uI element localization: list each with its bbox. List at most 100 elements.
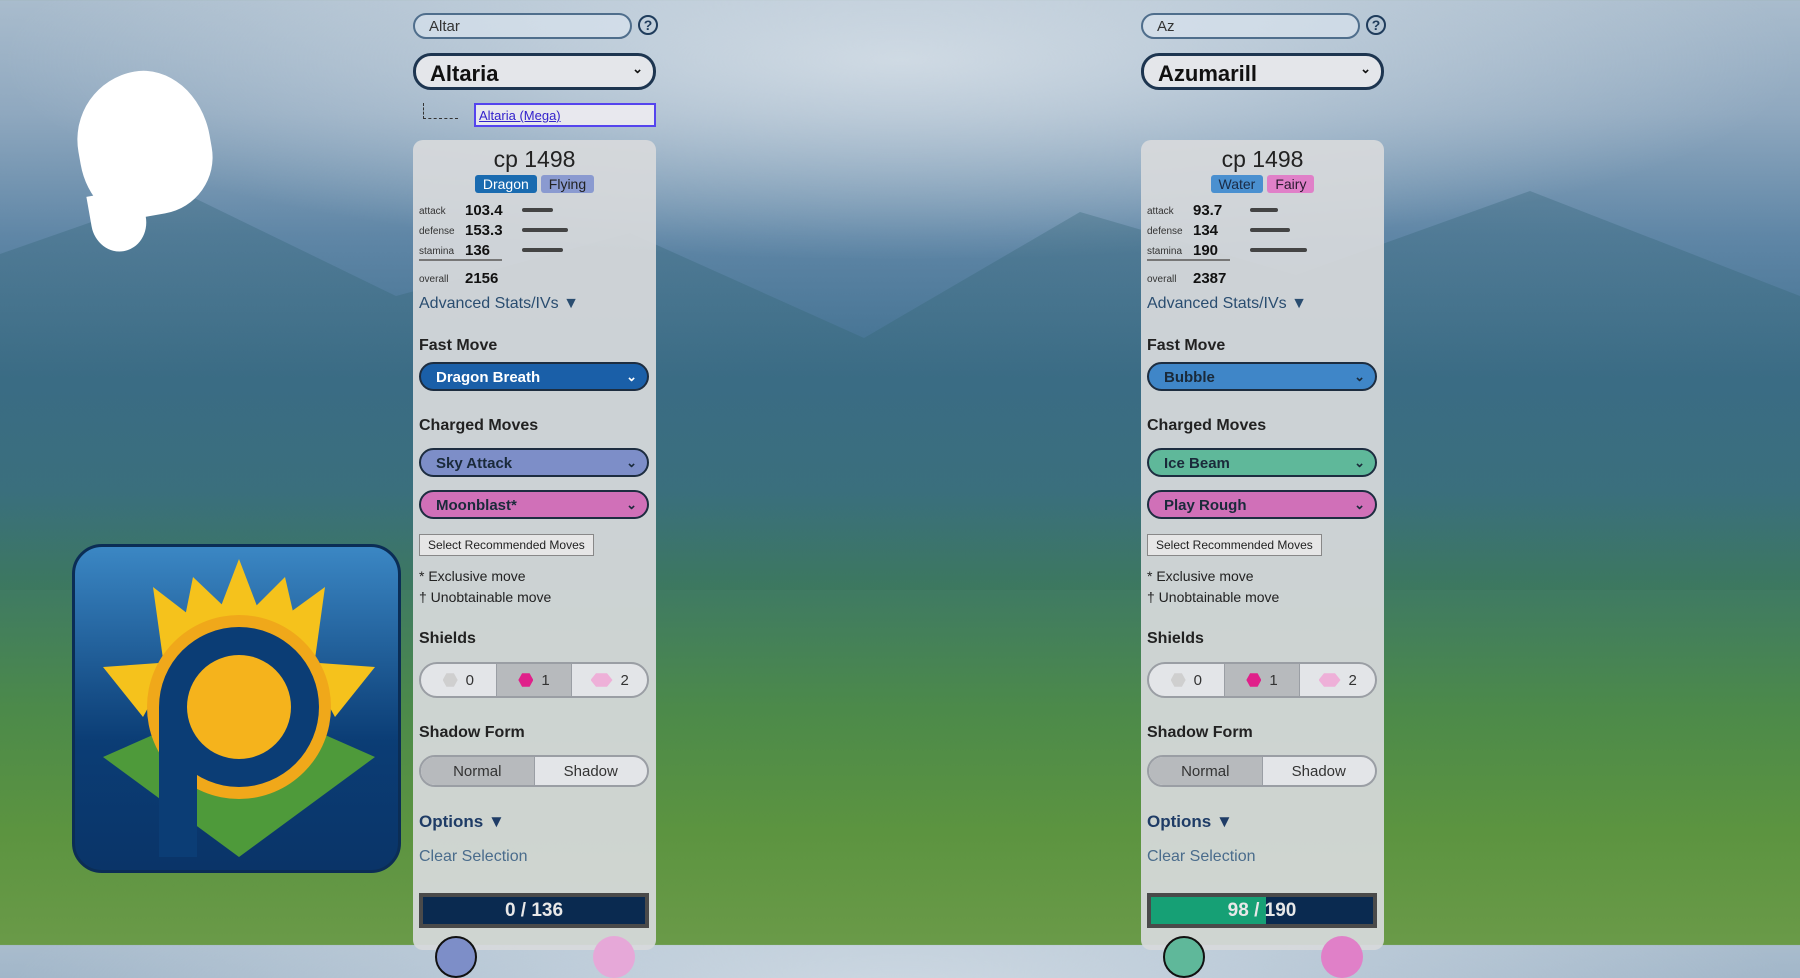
shield-icon (1246, 673, 1262, 687)
cp-value: cp 1498 (1221, 146, 1304, 172)
pokemon-search-input[interactable]: Altar (413, 13, 632, 39)
fast-move-value: Dragon Breath (436, 369, 541, 386)
exclusive-move-note: * Exclusive move (419, 568, 526, 584)
options-toggle[interactable]: Options ▼ (1147, 812, 1233, 831)
stat-label: defense (419, 226, 455, 237)
shield-option-1[interactable]: 1 (1224, 664, 1301, 696)
stat-stamina: stamina 136 (419, 242, 659, 264)
stat-value: 103.4 (465, 202, 503, 219)
hp-bar: 98 / 190 (1147, 893, 1377, 928)
clear-selection-link[interactable]: Clear Selection (419, 848, 528, 865)
shadow-option-normal[interactable]: Normal (1149, 757, 1263, 785)
stat-bar (522, 208, 554, 212)
charge-meter-1[interactable] (1163, 936, 1205, 978)
hp-text: 0 / 136 (504, 900, 564, 921)
stats-divider (419, 259, 502, 261)
chevron-down-icon: ⌄ (632, 61, 643, 76)
clear-selection-link[interactable]: Clear Selection (1147, 848, 1256, 865)
charged-move-1-select[interactable]: Ice Beam ⌄ (1147, 448, 1377, 477)
shield-count: 1 (1269, 671, 1278, 689)
shield-option-0[interactable]: 0 (421, 664, 497, 696)
stat-value: 153.3 (465, 222, 503, 239)
type-badges: Water Fairy (1141, 175, 1384, 193)
chevron-down-icon: ⌄ (626, 369, 637, 384)
fast-move-value: Bubble (1164, 369, 1215, 386)
pokemon-search-input[interactable]: Az (1141, 13, 1360, 39)
stat-label: attack (1147, 206, 1174, 217)
charged-move-value: Play Rough (1164, 497, 1247, 514)
shield-count: 2 (620, 671, 629, 689)
type-badge: Water (1210, 175, 1264, 193)
advanced-stats-toggle[interactable]: Advanced Stats/IVs ▼ (1147, 295, 1307, 312)
alternate-form-link[interactable]: Altaria (Mega) (474, 103, 656, 127)
pokemon-select[interactable]: Azumarill ⌄ (1141, 53, 1384, 90)
stat-bar (522, 248, 563, 252)
shield-none-icon (1170, 673, 1186, 687)
stat-defense: defense 153.3 (419, 222, 659, 244)
type-badges: Dragon Flying (413, 175, 656, 193)
shield-count: 2 (1348, 671, 1357, 689)
stat-value: 134 (1193, 222, 1219, 239)
charged-moves-label: Charged Moves (419, 417, 539, 434)
type-badge: Flying (540, 175, 595, 193)
fast-move-label: Fast Move (1147, 337, 1226, 354)
chevron-down-icon: ⌄ (1354, 497, 1365, 512)
charged-move-value: Ice Beam (1164, 455, 1230, 472)
stat-stamina: stamina 190 (1147, 242, 1387, 264)
options-toggle[interactable]: Options ▼ (419, 812, 505, 831)
shield-option-2[interactable]: 2 (1300, 664, 1375, 696)
charged-moves-label: Charged Moves (1147, 417, 1267, 434)
type-badge: Fairy (1267, 175, 1315, 193)
stat-attack: attack 103.4 (419, 202, 659, 224)
help-icon[interactable]: ? (1366, 15, 1386, 35)
unobtainable-move-note: † Unobtainable move (419, 589, 552, 605)
fast-move-select[interactable]: Bubble ⌄ (1147, 362, 1377, 391)
chevron-down-icon: ⌄ (1354, 455, 1365, 470)
chevron-down-icon: ⌄ (626, 497, 637, 512)
pokemon-select-value: Azumarill (1158, 61, 1258, 86)
stat-label: stamina (419, 246, 455, 257)
app-icon-logo (72, 544, 401, 873)
shield-option-0[interactable]: 0 (1149, 664, 1225, 696)
shadow-option-shadow[interactable]: Shadow (563, 762, 618, 780)
stat-bar (1250, 208, 1279, 212)
shield-option-1[interactable]: 1 (496, 664, 573, 696)
stat-defense: defense 134 (1147, 222, 1387, 244)
stat-overall: overall 2387 (1147, 270, 1387, 292)
unobtainable-move-note: † Unobtainable move (1147, 589, 1280, 605)
shadow-form-label: Shadow Form (1147, 724, 1253, 741)
charged-move-value: Moonblast* (436, 497, 517, 514)
shield-option-2[interactable]: 2 (572, 664, 647, 696)
charge-meter-2[interactable] (593, 936, 635, 978)
shadow-option-normal[interactable]: Normal (421, 757, 535, 785)
double-shield-icon (590, 673, 613, 687)
help-icon[interactable]: ? (638, 15, 658, 35)
pokemon-card: cp 1498 Water Fairy attack 93.7 defense 13… (1141, 140, 1387, 978)
shields-selector: 0 1 2 (419, 662, 649, 698)
charged-move-2-select[interactable]: Play Rough ⌄ (1147, 490, 1377, 519)
exclusive-move-note: * Exclusive move (1147, 568, 1254, 584)
charged-move-value: Sky Attack (436, 455, 513, 472)
stat-bar (1250, 248, 1307, 252)
shadow-option-shadow[interactable]: Shadow (1291, 762, 1346, 780)
select-recommended-moves-button[interactable]: Select Recommended Moves (419, 534, 594, 556)
shield-icon (518, 673, 534, 687)
charge-meter-2[interactable] (1321, 936, 1363, 978)
shadow-form-toggle: Normal Shadow (419, 755, 649, 787)
hp-bar: 0 / 136 (419, 893, 649, 928)
charged-move-1-select[interactable]: Sky Attack ⌄ (419, 448, 649, 477)
select-recommended-moves-button[interactable]: Select Recommended Moves (1147, 534, 1322, 556)
cp-value: cp 1498 (493, 146, 576, 172)
charge-meter-1[interactable] (435, 936, 477, 978)
stat-label: defense (1147, 226, 1183, 237)
charged-move-2-select[interactable]: Moonblast* ⌄ (419, 490, 649, 519)
chevron-down-icon: ⌄ (1354, 369, 1365, 384)
pokemon-select[interactable]: Altaria ⌄ (413, 53, 656, 90)
advanced-stats-toggle[interactable]: Advanced Stats/IVs ▼ (419, 295, 579, 312)
stat-value: 93.7 (1193, 202, 1223, 219)
stats-divider (1147, 259, 1230, 261)
shields-label: Shields (1147, 630, 1204, 647)
stat-value: 2387 (1193, 270, 1227, 287)
fast-move-select[interactable]: Dragon Breath ⌄ (419, 362, 649, 391)
stat-value: 136 (465, 242, 491, 259)
